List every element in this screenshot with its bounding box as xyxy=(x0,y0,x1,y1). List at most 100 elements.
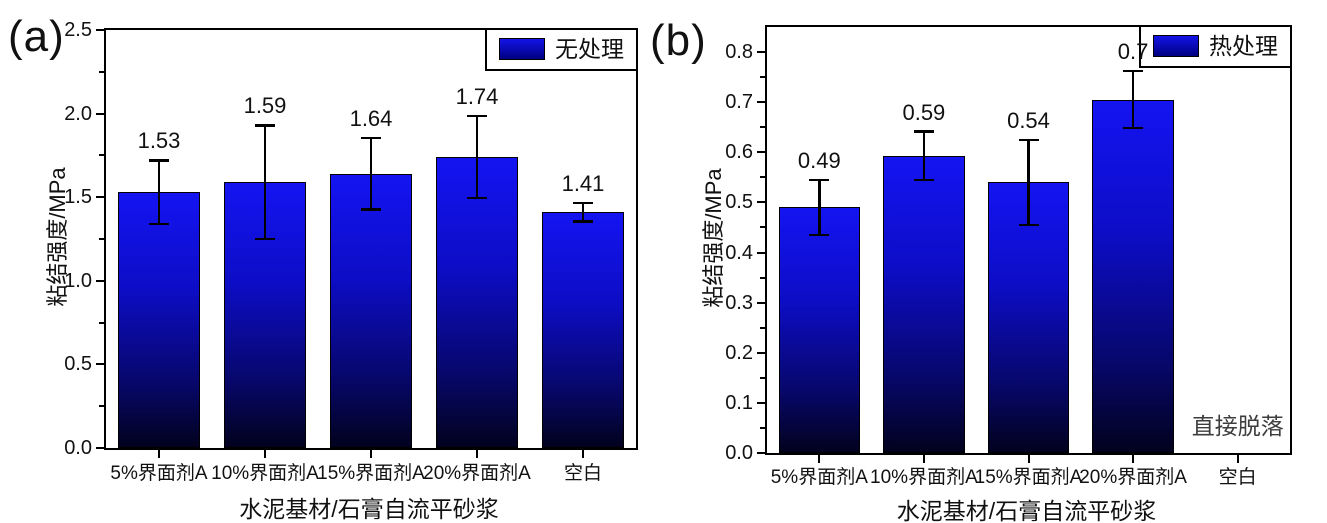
x-category-label: 15%界面剂A xyxy=(974,467,1083,488)
y-major-tick xyxy=(96,447,104,449)
error-bar-line xyxy=(818,179,821,235)
x-tick xyxy=(1236,455,1239,463)
error-bar-line xyxy=(475,116,479,199)
error-bar-line xyxy=(263,125,267,239)
y-tick-label: 1.0 xyxy=(64,269,92,292)
x-category-label: 5%界面剂A xyxy=(110,463,208,484)
panel-b-blank-annotation: 直接脱落 xyxy=(1191,413,1284,439)
y-major-tick xyxy=(757,301,765,304)
x-tick xyxy=(1027,455,1030,463)
x-tick xyxy=(582,450,584,458)
error-bar-cap xyxy=(913,130,934,133)
bar-value-label: 1.41 xyxy=(561,171,605,197)
x-tick xyxy=(370,450,372,458)
panel-b-plot-area: 热处理 直接脱落 0.0 0.1 0.2 0.3 0.4 0.5 0.6 0.7 0.8 5%界面… xyxy=(725,25,1292,488)
error-bar-cap xyxy=(255,124,275,127)
error-bar-cap xyxy=(809,233,830,237)
bar xyxy=(883,155,965,453)
error-bar-cap xyxy=(361,208,381,211)
y-tick-label: 0.4 xyxy=(725,241,753,264)
error-bar-cap xyxy=(149,159,169,162)
y-major-tick xyxy=(757,351,765,354)
bar-value-label: 0.49 xyxy=(797,147,841,173)
bar-value-label: 1.53 xyxy=(137,128,181,154)
error-bar-cap xyxy=(913,178,934,182)
y-tick-label: 0.5 xyxy=(725,191,753,214)
error-bar-cap xyxy=(809,178,830,182)
y-major-tick xyxy=(757,251,765,254)
x-category-label: 20%界面剂A xyxy=(1079,467,1187,488)
x-tick xyxy=(158,450,160,458)
y-tick-label: 0.0 xyxy=(64,437,92,459)
y-minor-tick xyxy=(760,276,765,279)
y-major-tick xyxy=(96,279,104,282)
panel-b-x-axis-title: 水泥基材/石膏自流平砂浆 xyxy=(896,498,1157,523)
bar-value-label: 1.59 xyxy=(243,93,287,119)
bar-value-label: 1.74 xyxy=(455,84,499,110)
y-minor-tick xyxy=(99,405,104,408)
panel-b-tag: (b) xyxy=(650,16,707,65)
panel-b-legend: 热处理 xyxy=(1139,25,1292,68)
y-major-tick xyxy=(757,101,765,104)
y-major-tick xyxy=(757,201,765,204)
bar-value-label: 1.64 xyxy=(349,105,393,131)
y-tick-label: 0.1 xyxy=(725,391,753,414)
bar xyxy=(987,182,1070,453)
x-category-label: 5%界面剂A xyxy=(770,467,868,488)
x-tick xyxy=(1132,455,1135,463)
y-tick-label: 2.0 xyxy=(64,102,92,125)
x-category-label: 空白 xyxy=(1218,467,1257,488)
y-minor-tick xyxy=(760,226,765,229)
y-major-tick xyxy=(96,363,104,366)
panel-b-legend-label: 热处理 xyxy=(1209,33,1278,59)
bar-value-label: 0.54 xyxy=(1007,107,1050,133)
y-minor-tick xyxy=(760,426,765,429)
error-bar-cap xyxy=(1123,69,1144,73)
y-tick-label: 0.3 xyxy=(725,291,753,314)
legend-swatch-icon xyxy=(499,38,545,60)
x-tick xyxy=(922,455,925,463)
x-category-label: 10%界面剂A xyxy=(211,463,319,484)
bar xyxy=(435,157,519,448)
y-tick-label: 0.2 xyxy=(725,341,753,364)
y-minor-tick xyxy=(99,154,104,157)
y-tick-label: 0.6 xyxy=(725,141,753,164)
x-tick xyxy=(476,450,478,458)
panel-a-legend-label: 无处理 xyxy=(555,36,624,62)
bar-value-label: 0.7 xyxy=(1117,39,1149,65)
y-minor-tick xyxy=(99,70,104,73)
y-major-tick xyxy=(96,112,104,115)
error-bar-cap xyxy=(573,220,593,223)
legend-swatch-icon xyxy=(1153,35,1199,57)
y-tick-label: 0.8 xyxy=(725,41,753,64)
y-tick-label: 1.5 xyxy=(64,186,92,209)
error-bar-cap xyxy=(1018,223,1039,227)
y-minor-tick xyxy=(99,321,104,324)
y-tick-label: 0.0 xyxy=(725,442,753,464)
y-major-tick xyxy=(96,196,104,199)
y-tick-label: 0.5 xyxy=(64,353,92,376)
error-bar-cap xyxy=(467,196,487,200)
panel-b-y-axis-title: 粘结强度/MPa xyxy=(701,168,726,308)
y-major-tick xyxy=(757,51,765,54)
bar xyxy=(778,207,861,453)
x-category-label: 10%界面剂A xyxy=(870,467,978,488)
panel-a-plot-area: 无处理 0.0 0.5 1.0 1.5 2.0 2.5 5%界面剂A 1.53 10%界面剂A 1… xyxy=(64,19,638,484)
y-minor-tick xyxy=(760,176,765,179)
panel-a-legend: 无处理 xyxy=(485,28,638,71)
y-tick-label: 2.5 xyxy=(64,19,92,41)
bar-value-label: 0.59 xyxy=(902,99,946,125)
x-tick xyxy=(818,455,821,463)
error-bar-line xyxy=(157,160,161,224)
y-minor-tick xyxy=(760,76,765,79)
error-bar-cap xyxy=(361,136,381,140)
panel-a-tag: (a) xyxy=(8,12,65,61)
error-bar-line xyxy=(922,131,926,180)
error-bar-line xyxy=(1027,139,1030,225)
y-major-tick xyxy=(757,401,765,404)
bar xyxy=(117,192,201,448)
y-major-tick xyxy=(757,452,765,454)
